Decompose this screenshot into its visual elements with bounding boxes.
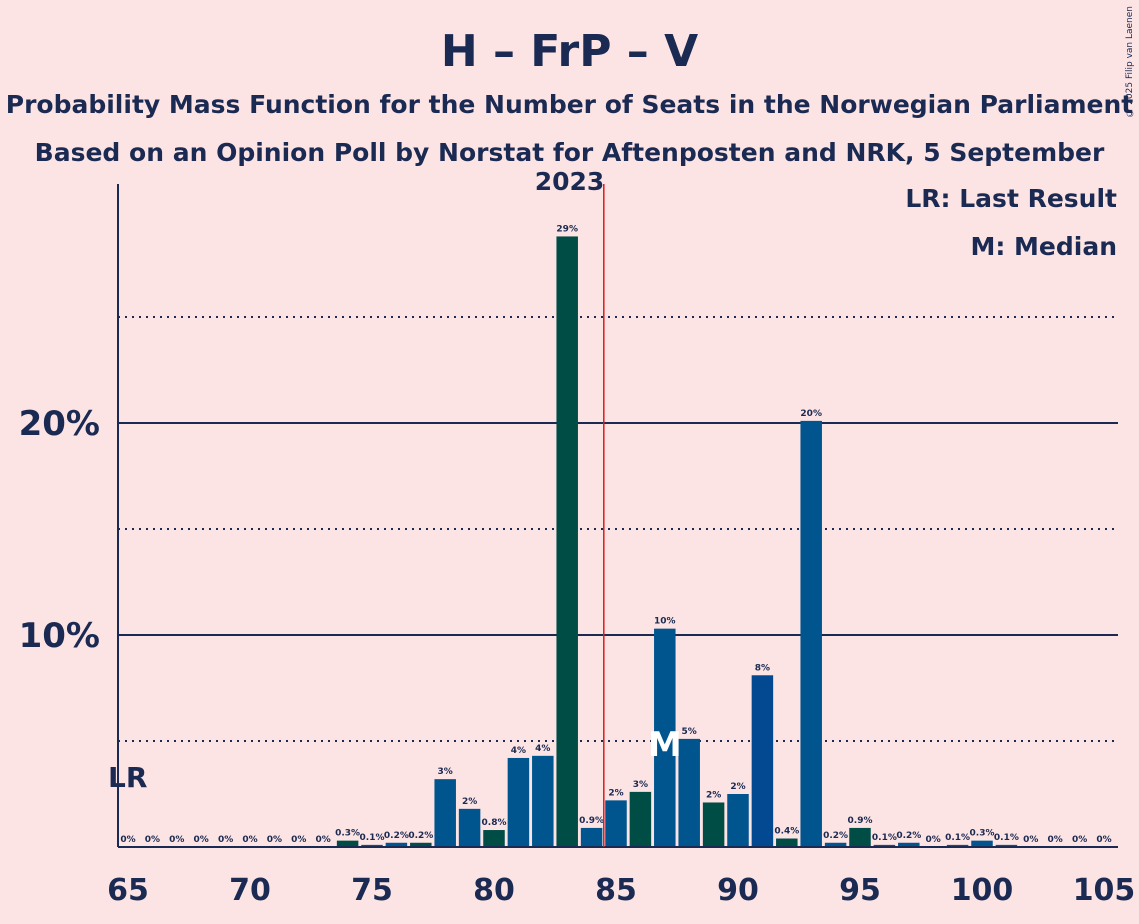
bar-value-label: 0.8% (482, 818, 507, 828)
bar-value-label: 5% (682, 727, 697, 737)
y-tick-label: 20% (19, 404, 100, 444)
bar (849, 827, 871, 847)
bar (800, 420, 822, 847)
chart-subtitle-line1: Probability Mass Function for the Number… (5, 90, 1134, 119)
legend-last-result: LR: Last Result (905, 184, 1117, 213)
bar-value-label: 0% (1072, 835, 1087, 845)
bar-value-label: 0.1% (994, 833, 1019, 843)
bar (727, 794, 749, 847)
bar (580, 827, 603, 847)
bar-value-label: 29% (556, 224, 578, 234)
bar (434, 779, 456, 847)
bar (873, 844, 896, 847)
x-tick-label: 105 (1073, 873, 1136, 908)
bar-value-label: 3% (633, 780, 648, 790)
bar (751, 675, 774, 847)
bar-value-label: 2% (706, 790, 721, 800)
bar-value-label: 0% (1048, 835, 1063, 845)
axes: 10% 20% 65 70 75 80 85 90 95 100 105 (19, 184, 1136, 908)
x-tick-label: 95 (839, 873, 881, 908)
median-marker: M (648, 725, 682, 765)
x-tick-label: 80 (473, 873, 515, 908)
bar-value-label: 0.3% (970, 829, 995, 839)
bar-value-label: 10% (654, 617, 676, 627)
x-tick-label: 75 (351, 873, 393, 908)
bar (556, 236, 578, 847)
bar (629, 791, 652, 847)
bar-value-label: 0% (169, 835, 184, 845)
bar-labels: 0% 0% 0% 0% 0% 0% 0% 0% 0%0.3% 0.1% 0.2% 0.2%3%2%0.… (120, 224, 1111, 845)
bar-value-label: 0% (1096, 835, 1111, 845)
bar (946, 844, 969, 847)
bar-value-label: 0% (291, 835, 306, 845)
markers: M LR (108, 184, 682, 847)
bar-value-label: 0.2% (408, 831, 433, 841)
bar-value-label: 0% (145, 835, 160, 845)
bar (458, 808, 481, 847)
bar-value-label: 0.1% (360, 833, 385, 843)
chart-title: H – FrP – V (440, 26, 699, 77)
bar-value-label: 4% (511, 746, 526, 756)
bar-value-label: 0.2% (384, 831, 409, 841)
bar-value-label: 0.3% (335, 829, 360, 839)
bar (702, 802, 725, 847)
bar-value-label: 0.9% (579, 816, 604, 826)
bar (995, 844, 1018, 847)
bar-value-label: 0.2% (896, 831, 921, 841)
bar-value-label: 0% (242, 835, 257, 845)
x-tick-label: 100 (951, 873, 1014, 908)
x-tick-label: 90 (717, 873, 759, 908)
bar-value-label: 0.4% (774, 827, 799, 837)
bar (654, 628, 676, 847)
bar (385, 842, 408, 847)
bar (776, 838, 798, 847)
bar-value-label: 4% (535, 744, 550, 754)
bar-value-label: 0% (316, 835, 331, 845)
bar-value-label: 20% (800, 409, 822, 419)
bar-value-label: 2% (730, 782, 745, 792)
bar (336, 840, 359, 847)
x-tick-label: 65 (107, 873, 149, 908)
bar (361, 844, 383, 847)
bar (483, 830, 505, 847)
bar-value-label: 0% (120, 835, 135, 845)
bar (605, 800, 627, 847)
last-result-marker: LR (108, 761, 147, 794)
bar (678, 738, 700, 847)
bar (898, 842, 920, 847)
bar (507, 757, 530, 847)
y-tick-label: 10% (19, 616, 100, 656)
bar (532, 755, 554, 847)
bar-value-label: 0.9% (848, 816, 873, 826)
bar-value-label: 2% (462, 797, 477, 807)
bar-value-label: 0% (218, 835, 233, 845)
bar-value-label: 0% (267, 835, 282, 845)
bar-value-label: 0% (194, 835, 209, 845)
bar-value-label: 0.1% (945, 833, 970, 843)
x-tick-label: 70 (229, 873, 271, 908)
legend-median: M: Median (970, 232, 1117, 261)
bar-value-label: 0% (1023, 835, 1038, 845)
x-tick-label: 85 (595, 873, 637, 908)
bar-value-label: 2% (608, 788, 623, 798)
bar (410, 842, 432, 847)
grid-lines (118, 316, 1118, 742)
bar (971, 840, 993, 847)
bar-value-label: 8% (755, 663, 770, 673)
bar (824, 842, 847, 847)
bar-value-label: 0.2% (823, 831, 848, 841)
bar-value-label: 0.1% (872, 833, 897, 843)
bar-value-label: 3% (438, 767, 453, 777)
chart-subtitle-line2: Based on an Opinion Poll by Norstat for … (34, 138, 1105, 196)
bars (336, 236, 1018, 847)
bar-value-label: 0% (926, 835, 941, 845)
